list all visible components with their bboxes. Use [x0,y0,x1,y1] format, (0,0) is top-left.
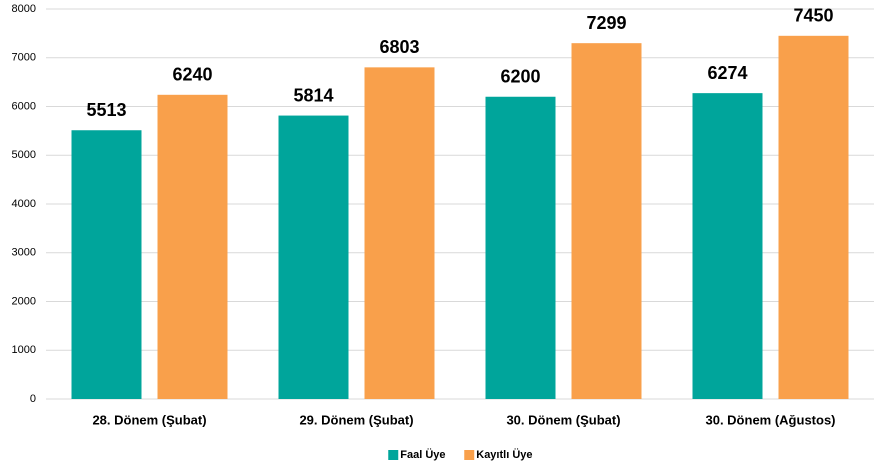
data-label: 5513 [86,100,126,120]
data-label: 7450 [793,6,833,26]
bar [364,67,435,399]
y-tick-label: 6000 [12,100,36,112]
bar [778,35,849,399]
bar [571,43,642,400]
legend-label: Faal Üye [400,448,445,461]
y-tick-label: 8000 [12,3,36,15]
y-tick-label: 2000 [12,295,36,307]
data-label: 5814 [293,85,333,105]
data-label: 6200 [500,67,540,87]
bar [692,93,763,399]
bar [71,130,142,399]
x-tick-label: 29. Dönem (Şubat) [299,412,413,427]
x-tick-label: 30. Dönem (Şubat) [506,412,620,427]
data-label: 6240 [172,65,212,85]
y-tick-label: 5000 [12,149,36,161]
x-tick-label: 30. Dönem (Ağustos) [705,412,835,427]
data-label: 7299 [586,13,626,33]
legend-swatch [464,450,475,460]
y-tick-label: 7000 [12,52,36,64]
bar [278,115,349,399]
x-tick-label: 28. Dönem (Şubat) [92,412,206,427]
bar [157,94,228,400]
y-tick-label: 1000 [12,344,36,356]
y-tick-label: 0 [30,393,36,405]
legend-label: Kayıtlı Üye [476,448,532,461]
y-tick-label: 3000 [12,247,36,259]
legend-swatch [388,450,399,460]
data-label: 6803 [379,37,419,57]
y-tick-label: 4000 [12,198,36,210]
bar [485,96,556,399]
data-label: 6274 [707,63,747,83]
